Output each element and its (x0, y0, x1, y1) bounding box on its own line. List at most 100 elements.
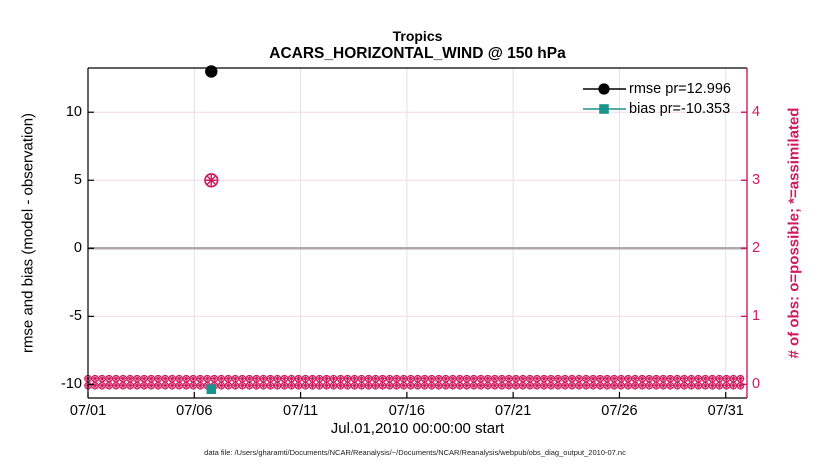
obs-count-band (394, 376, 400, 382)
legend-entry-bias: bias pr=-10.353 (629, 101, 731, 117)
obs-count-band (323, 383, 330, 389)
obs-count-band (183, 376, 189, 382)
obs-count-band (618, 376, 624, 382)
obs-count-band (408, 383, 414, 389)
obs-count-band (632, 376, 638, 382)
obs-count-band (478, 376, 484, 382)
obs-count-band (674, 383, 680, 389)
obs-count-band (478, 383, 484, 389)
left-y-tick-label: 10 (65, 104, 82, 121)
obs-count-band (330, 376, 337, 382)
obs-count-band (450, 376, 456, 382)
data-file-caption: data file: /Users/gharamti/Documents/NCA… (204, 448, 626, 457)
obs-count-band (288, 383, 295, 389)
obs-count-band (723, 383, 729, 389)
obs-count-band (330, 383, 337, 389)
obs-count-band (660, 376, 666, 382)
obs-count-band (225, 376, 231, 382)
left-y-tick-label: 5 (73, 172, 82, 189)
obs-count-band (590, 376, 596, 382)
obs-count-band (337, 376, 344, 382)
obs-count-band (141, 376, 147, 382)
obs-count-band (288, 376, 295, 382)
obs-count-band (99, 376, 105, 382)
obs-count-band (401, 376, 407, 382)
obs-count-band (716, 376, 722, 382)
obs-count-band (309, 383, 316, 389)
obs-count-band (688, 376, 694, 382)
obs-count-band (625, 383, 631, 389)
left-y-tick-label: 0 (73, 240, 82, 257)
possible-obs-marker (204, 173, 219, 188)
obs-count-band (443, 376, 449, 382)
obs-count-band (134, 376, 140, 382)
obs-count-band (267, 376, 273, 382)
obs-count-band (176, 383, 182, 389)
obs-count-band (401, 383, 407, 389)
obs-count-band (618, 383, 624, 389)
obs-count-band (485, 383, 491, 389)
obs-count-band (218, 376, 224, 382)
obs-count-band (120, 383, 126, 389)
obs-count-band (709, 383, 715, 389)
x-tick-label: 07/11 (282, 403, 319, 419)
obs-count-band (190, 376, 196, 382)
obs-count-band (169, 376, 175, 382)
obs-count-band (674, 376, 680, 382)
obs-count-band (274, 376, 280, 382)
obs-count-band (113, 383, 119, 389)
obs-count-band (506, 376, 512, 382)
obs-count-band (548, 383, 554, 389)
obs-count-band (302, 376, 309, 382)
obs-count-band (92, 383, 98, 389)
obs-count-band (134, 383, 140, 389)
obs-count-band (344, 376, 351, 382)
obs-count-band (148, 383, 154, 389)
obs-count-band (113, 376, 119, 382)
obs-count-band (730, 376, 736, 382)
obs-count-band (555, 376, 561, 382)
obs-count-band (253, 376, 259, 382)
obs-count-band (646, 383, 652, 389)
obs-count-band (653, 376, 659, 382)
obs-count-band (366, 383, 372, 389)
obs-count-band (387, 383, 393, 389)
obs-count-band (351, 376, 358, 382)
obs-count-band (513, 383, 519, 389)
obs-count-band (520, 376, 526, 382)
obs-count-band (127, 383, 133, 389)
obs-count-band (162, 383, 168, 389)
obs-count-band (730, 383, 736, 389)
obs-count-band (99, 383, 105, 389)
obs-count-band (260, 376, 266, 382)
obs-count-band (211, 376, 217, 382)
right-y-tick-label: 3 (752, 172, 761, 189)
obs-count-band (415, 383, 421, 389)
obs-count-band (499, 376, 505, 382)
obs-count-band (246, 383, 252, 389)
obs-count-band (688, 383, 694, 389)
obs-count-band (527, 376, 533, 382)
obs-count-band (590, 383, 596, 389)
obs-count-band (120, 376, 126, 382)
left-y-tick-label: -5 (69, 308, 82, 325)
obs-count-band (541, 383, 547, 389)
obs-count-band (576, 376, 582, 382)
right-y-tick-label: 0 (752, 376, 761, 393)
obs-count-band (541, 376, 547, 382)
right-y-tick-label: 1 (752, 308, 761, 325)
bias-point (206, 384, 217, 394)
obs-count-band (351, 383, 358, 389)
plot-title: Tropics (392, 28, 443, 44)
obs-count-band (106, 376, 112, 382)
obs-count-band (583, 383, 589, 389)
x-tick-label: 07/31 (707, 403, 744, 419)
obs-count-band (422, 376, 428, 382)
obs-count-band (204, 376, 210, 382)
x-tick-label: 07/16 (388, 403, 426, 419)
obs-count-band (415, 376, 421, 382)
obs-count-band (239, 383, 245, 389)
obs-count-band (295, 376, 302, 382)
obs-count-band (702, 383, 708, 389)
